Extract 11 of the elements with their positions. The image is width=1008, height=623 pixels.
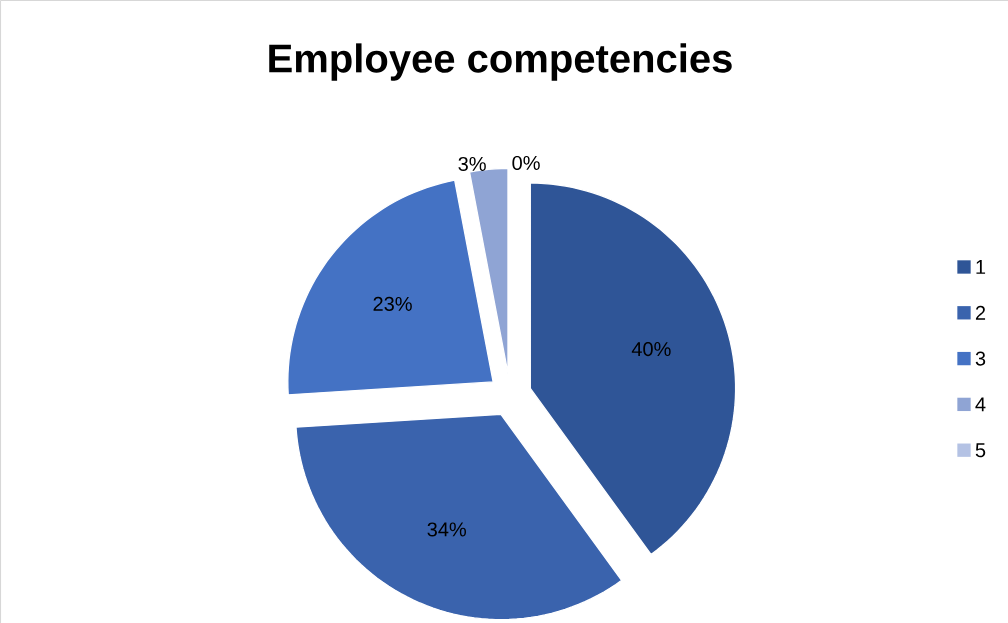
data-label: 34% xyxy=(427,522,466,537)
legend-label: 2 xyxy=(975,305,986,320)
legend-label: 5 xyxy=(975,443,986,458)
data-label: 3% xyxy=(458,156,486,172)
data-label: 40% xyxy=(631,341,671,357)
text: 0% xyxy=(512,155,540,171)
data-label: 23% xyxy=(373,296,412,311)
chart-title: Employee competencies xyxy=(269,43,732,81)
legend-label: 3 xyxy=(975,351,986,366)
legend-label: 4 xyxy=(975,397,986,412)
legend-label: 1 xyxy=(976,260,986,274)
